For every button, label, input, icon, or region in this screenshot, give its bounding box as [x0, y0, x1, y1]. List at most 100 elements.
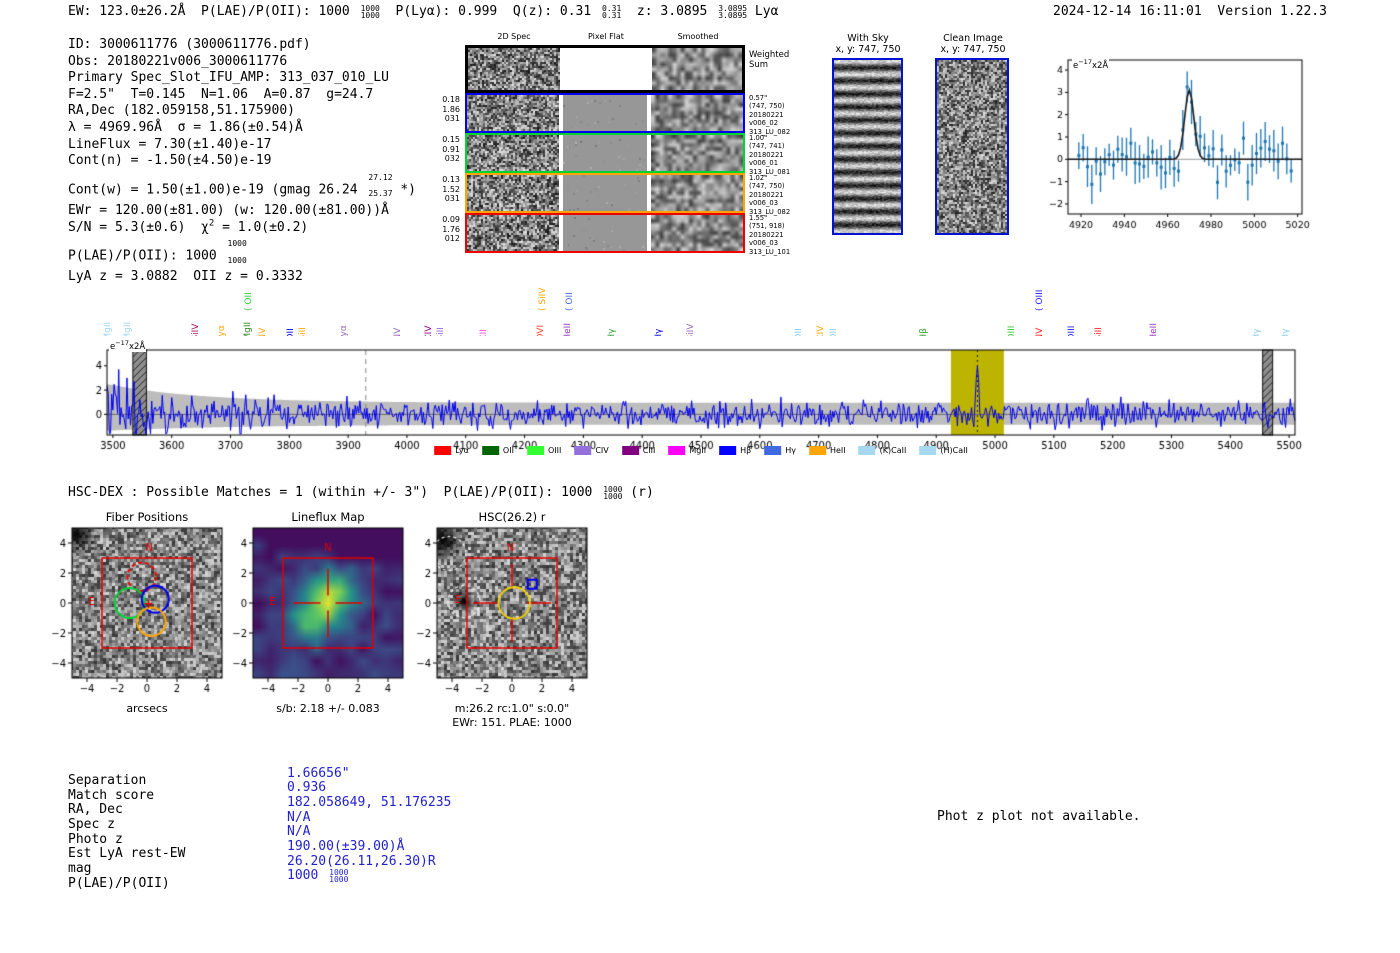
text-segment: ID: 3000611776 (3000611776.pdf): [68, 37, 311, 52]
spec2d-pixelflat-image: [563, 135, 647, 171]
annotation-line: 20180221: [749, 110, 784, 119]
match-value: N/A: [287, 810, 310, 825]
text-segment: = 1.0(±0.2): [214, 219, 309, 235]
legend-label: MgII: [689, 446, 707, 455]
legend-item: (H)CaII: [919, 446, 968, 455]
info-line: Cont(w) = 1.50(±1.00)e-19 (gmag 26.24 27…: [68, 170, 416, 203]
annotation-line: (747, 741): [749, 142, 785, 151]
match-table-row: P(LAE)/P(OII) 1000 1000 1000: [68, 868, 348, 891]
annotation-line: 313_LU_082: [749, 207, 791, 216]
weight-value: 0.09: [442, 215, 460, 224]
match-label: Spec z: [68, 817, 115, 833]
report-version: Version 1.22.3: [1217, 4, 1327, 19]
fraction-stack: 1000 1000: [228, 236, 247, 269]
clean-image-title: Clean Image: [943, 33, 1003, 44]
annotation-line: (747, 750): [749, 102, 785, 111]
legend-label: Lyα: [455, 446, 469, 455]
legend-swatch: [719, 446, 737, 455]
annotation-line: 0.57": [749, 94, 768, 102]
unit-exponent: −17: [1078, 58, 1092, 66]
spec2d-row-weights: 0.18 1.86 031: [402, 95, 460, 124]
with-sky-image: [834, 60, 901, 233]
hsc-cutout: HSC(26.2) r m:26.2 rc:1.0" s:0.0" EWr: 1…: [411, 510, 611, 735]
weight-value: 0.13: [442, 175, 460, 184]
legend-label: HeII: [829, 446, 846, 455]
text-segment: Cont(w) = 1.50(±1.00)e-19 (gmag 26.24: [68, 182, 366, 198]
spec2d-strip: [465, 173, 745, 213]
fraction-bottom: 1000: [360, 11, 380, 20]
report-date: 2024-12-14 16:11:01: [1053, 4, 1202, 19]
line-marker-SiIV: ( SiIV: [537, 287, 548, 311]
detection-info-block: ID: 3000611776 (3000611776.pdf) Obs: 2018…: [68, 37, 416, 286]
meta-spacer: [1202, 4, 1218, 19]
match-value: 190.00(±39.00)Å: [287, 839, 404, 854]
text-segment: *): [392, 182, 416, 198]
annotation-line: v006_01: [749, 159, 779, 168]
lineflux-map-xlabel: s/b: 2.18 +/- 0.083: [276, 702, 380, 715]
info-line: F=2.5" T=0.145 N=1.06 A=0.87 g=24.7: [68, 87, 416, 104]
fraction-bottom: 0.31: [602, 11, 622, 20]
fraction-stack: 1000 1000: [603, 485, 622, 501]
spec2d-strip: [465, 213, 745, 253]
spec2d-2dspec-image: [467, 135, 559, 171]
match-table-row: Match score 0.936: [68, 780, 326, 803]
spec2d-row-weights: 0.15 0.91 032: [402, 135, 460, 164]
info-line: LineFlux = 7.30(±1.40)e-17: [68, 137, 416, 154]
text-segment: HSC-DEX : Possible Matches = 1 (within +…: [68, 485, 601, 500]
text-segment: P(Lyα): 0.999 Q(z): 0.31: [379, 4, 600, 19]
summary-stats-line: EW: 123.0±26.2Å P(LAE)/P(OII): 1000 1000…: [68, 4, 778, 20]
info-line: LyA z = 3.0882 OII z = 0.3332: [68, 269, 416, 286]
spec2d-smoothed-image: [651, 95, 743, 131]
annotation-line: 313_LU_101: [749, 247, 791, 256]
clean-image-coords: x, y: 747, 750: [940, 44, 1006, 55]
spec2d-2dspec-image: [467, 95, 559, 131]
full-spectrum-plot: [88, 336, 1312, 460]
annotation-line: v006_03: [749, 239, 779, 248]
fraction-top: 3.0895: [718, 3, 748, 13]
fraction-stack: 3.0895 3.0895: [718, 3, 748, 20]
unit-suffix: x2Å: [128, 341, 146, 352]
text-segment: RA,Dec (182.059158,51.175900): [68, 103, 295, 119]
match-label: Est LyA rest-EW: [68, 846, 186, 862]
info-line: EWr = 120.00(±81.00) (w: 120.00(±81.00))…: [68, 203, 416, 220]
fraction-top: 1000: [227, 239, 247, 249]
fraction-top: 0.31: [602, 3, 622, 13]
spec2d-row-annotation: 1.55" (751, 918) 20180221 v006_03 313_LU_101: [749, 214, 813, 256]
emission-line-fit-plot: [1038, 52, 1310, 238]
unit-base: e: [1073, 60, 1079, 71]
match-table-row: Photo z N/A: [68, 824, 310, 847]
spec2d-row-annotation: 0.57" (747, 750) 20180221 v006_02 313_LU_082: [749, 94, 813, 136]
annotation-line: 313_LU_081: [749, 167, 791, 176]
legend-item: OII: [481, 446, 514, 455]
spectrum-legend: Lyα OII OIII CIV CIII MgII Hβ Hγ HeII (K)CaII (H)C…: [434, 446, 968, 455]
legend-label: OIII: [547, 446, 562, 455]
legend-item: Lyα: [434, 446, 469, 455]
lineflux-map-title: Lineflux Map: [291, 510, 365, 524]
report-meta: 2024-12-14 16:11:01 Version 1.22.3: [1053, 4, 1327, 19]
annotation-line: v006_03: [749, 199, 779, 208]
match-value: 182.058649, 51.176235: [287, 795, 451, 810]
fiber-positions-cutout: Fiber Positions arcsecs: [46, 510, 246, 735]
legend-swatch: [434, 446, 452, 455]
fiber-positions-title: Fiber Positions: [105, 510, 189, 524]
text-segment: EWr = 120.00(±81.00) (w: 120.00(±81.00))…: [68, 202, 389, 218]
annotation-line: (751, 918): [749, 222, 785, 231]
text-segment: Cont(n) = -1.50(±4.50)e-19: [68, 153, 272, 169]
spec2d-2dspec-image: [467, 175, 559, 211]
annotation-line: 20180221: [749, 150, 784, 159]
text-segment: N/A: [287, 824, 311, 840]
unit-suffix: x2Å: [1091, 60, 1109, 71]
weight-value: 031: [444, 114, 460, 124]
annotation-line: (747, 750): [749, 182, 785, 191]
weight-value: 0.18: [442, 95, 460, 104]
spec2d-pixelflat-image: [563, 175, 647, 211]
match-table: Separation 1.66656" Match score 0.936 RA, De…: [68, 766, 451, 891]
match-label: Photo z: [68, 831, 123, 847]
text-segment: LyA z = 3.0882 OII z = 0.3332: [68, 269, 303, 285]
legend-label: Hβ: [740, 446, 752, 455]
hsc-cutout-xlabel2: EWr: 151. PLAE: 1000: [452, 716, 572, 729]
info-line: Cont(n) = -1.50(±4.50)e-19: [68, 153, 416, 170]
legend-swatch: [621, 446, 639, 455]
legend-item: HeII: [808, 446, 846, 455]
